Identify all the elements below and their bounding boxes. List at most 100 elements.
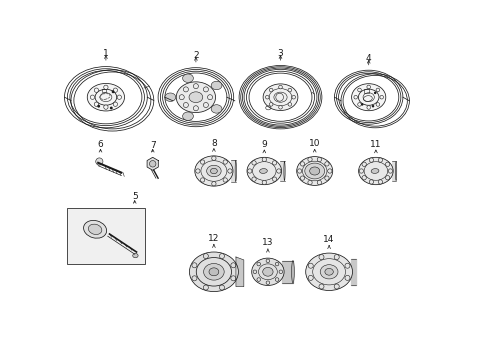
Ellipse shape [203, 264, 224, 280]
Circle shape [297, 169, 301, 173]
Circle shape [265, 95, 268, 99]
Text: 8: 8 [211, 139, 216, 148]
Circle shape [377, 180, 382, 184]
Circle shape [366, 106, 370, 109]
Ellipse shape [305, 253, 352, 291]
Text: 11: 11 [369, 140, 381, 149]
Circle shape [373, 91, 376, 94]
Circle shape [368, 180, 373, 184]
Text: 14: 14 [323, 235, 334, 244]
Circle shape [357, 103, 361, 106]
Circle shape [90, 95, 95, 99]
Circle shape [223, 160, 227, 164]
Ellipse shape [370, 168, 378, 174]
Circle shape [247, 169, 251, 173]
Circle shape [385, 176, 389, 180]
Circle shape [368, 158, 373, 162]
Circle shape [203, 103, 208, 108]
Ellipse shape [309, 167, 319, 175]
Polygon shape [235, 257, 244, 287]
Circle shape [275, 278, 278, 281]
Circle shape [256, 262, 260, 266]
Text: 12: 12 [208, 234, 219, 243]
Ellipse shape [88, 224, 102, 234]
Circle shape [300, 176, 304, 180]
Text: 7: 7 [149, 141, 155, 150]
Circle shape [103, 85, 108, 89]
Ellipse shape [211, 105, 222, 113]
Circle shape [113, 102, 117, 106]
Circle shape [333, 255, 339, 260]
Circle shape [307, 275, 313, 280]
Ellipse shape [262, 267, 272, 276]
Ellipse shape [296, 157, 332, 185]
Ellipse shape [132, 253, 138, 258]
Circle shape [269, 88, 272, 92]
Circle shape [253, 270, 256, 274]
Text: 13: 13 [262, 238, 273, 247]
Ellipse shape [291, 261, 294, 283]
Circle shape [183, 103, 188, 108]
Circle shape [387, 169, 392, 173]
Bar [102, 89, 106, 93]
Circle shape [103, 105, 108, 109]
Text: 1: 1 [103, 49, 108, 58]
Circle shape [113, 88, 117, 93]
Ellipse shape [189, 92, 203, 103]
Circle shape [377, 158, 382, 162]
Circle shape [318, 284, 324, 289]
Circle shape [193, 84, 198, 89]
Ellipse shape [164, 93, 175, 102]
Ellipse shape [182, 112, 193, 120]
Circle shape [269, 103, 272, 106]
Circle shape [278, 85, 282, 89]
Circle shape [117, 95, 121, 99]
Ellipse shape [358, 157, 392, 185]
Circle shape [276, 169, 281, 173]
Circle shape [385, 162, 389, 166]
Ellipse shape [189, 252, 238, 292]
Circle shape [265, 281, 269, 284]
Ellipse shape [304, 163, 324, 179]
Circle shape [324, 162, 328, 166]
Ellipse shape [208, 268, 218, 276]
Ellipse shape [324, 269, 333, 275]
Text: 2: 2 [193, 51, 198, 60]
Circle shape [219, 285, 224, 290]
Text: 10: 10 [308, 139, 320, 148]
Circle shape [230, 263, 235, 268]
Ellipse shape [259, 168, 267, 174]
Circle shape [230, 276, 235, 281]
Text: 9: 9 [261, 140, 266, 149]
Ellipse shape [211, 81, 222, 90]
Circle shape [219, 253, 224, 258]
Circle shape [361, 162, 366, 166]
Circle shape [291, 95, 295, 99]
Circle shape [97, 105, 100, 108]
Circle shape [333, 284, 339, 289]
Circle shape [211, 181, 216, 186]
Ellipse shape [320, 265, 337, 279]
Circle shape [317, 157, 321, 162]
Circle shape [307, 157, 311, 162]
Circle shape [227, 169, 232, 173]
Text: 5: 5 [132, 192, 137, 201]
Circle shape [262, 157, 266, 162]
Ellipse shape [395, 161, 396, 181]
Circle shape [251, 161, 256, 165]
Circle shape [183, 87, 188, 92]
Circle shape [344, 263, 349, 268]
Circle shape [149, 161, 156, 167]
Circle shape [191, 263, 197, 268]
Text: 4: 4 [365, 54, 371, 63]
Ellipse shape [246, 157, 281, 185]
Circle shape [193, 106, 198, 111]
Circle shape [191, 276, 197, 281]
Circle shape [203, 87, 208, 92]
Circle shape [111, 90, 114, 93]
Ellipse shape [251, 258, 284, 285]
Ellipse shape [87, 84, 124, 111]
Ellipse shape [210, 168, 217, 174]
Circle shape [318, 255, 324, 260]
Circle shape [265, 259, 269, 263]
